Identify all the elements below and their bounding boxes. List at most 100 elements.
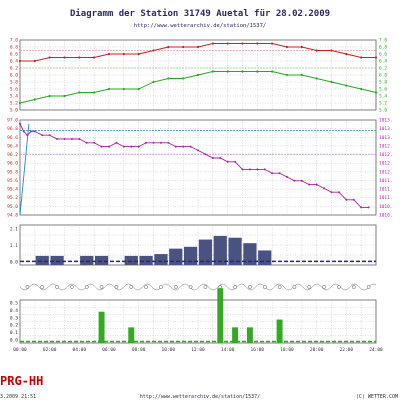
rain-ytick: 0.4 [10, 308, 18, 314]
footer-url[interactable]: http://www.wetterarchiv.de/station/1537/ [140, 394, 260, 400]
temp-ytick-right: 5.6 [379, 87, 387, 93]
wind-direction-marker [307, 285, 312, 289]
dewpoint-point [300, 73, 303, 77]
wind-direction-marker [99, 285, 104, 289]
press-ytick: 96.8 [7, 126, 18, 132]
pressure-point [30, 130, 33, 133]
dewpoint-point [330, 80, 333, 84]
pressure-point [108, 145, 110, 148]
pressure-point [219, 157, 222, 159]
press-ytick-right: 1013. [379, 135, 393, 141]
humidity-spike-line [19, 123, 30, 216]
wind-direction-marker [218, 285, 223, 289]
pressure-point [122, 145, 125, 148]
pressure-point [174, 145, 177, 148]
temperature-point [33, 59, 36, 63]
press-ytick: 96.2 [7, 152, 18, 158]
pressure-point [360, 206, 363, 209]
press-ytick: 96.4 [7, 143, 18, 149]
temperature-point [18, 59, 22, 63]
precip-bar [98, 311, 105, 343]
dewpoint-point [167, 77, 170, 80]
pressure-point [315, 183, 318, 186]
press-ytick-right: 1011. [379, 195, 393, 201]
temperature-point [374, 56, 378, 59]
wind-bar [258, 250, 272, 265]
pressure-point [263, 168, 266, 171]
pressure-point [189, 145, 192, 148]
temp-ytick: 6.2 [10, 66, 18, 72]
x-tick-label: 08:00 [132, 347, 146, 353]
pressure-point [248, 168, 251, 171]
pressure-point [130, 145, 133, 148]
dewpoint-point [137, 87, 140, 91]
pressure-point [226, 160, 229, 163]
pressure-point [256, 168, 259, 171]
dewpoint-point [211, 70, 214, 73]
pressure-point [286, 176, 288, 178]
wind-direction-marker [159, 285, 163, 289]
temperature-point [167, 45, 170, 49]
pressure-point [352, 198, 355, 201]
temperature-point [152, 49, 155, 52]
press-ytick: 95.6 [7, 178, 18, 184]
press-ytick: 94.8 [7, 213, 18, 219]
x-tick-label: 02:00 [43, 347, 57, 353]
dewpoint-point [48, 94, 51, 98]
wind-direction-marker [366, 285, 371, 289]
temp-ytick-right: 6.0 [379, 73, 387, 79]
pressure-point [271, 172, 274, 175]
pressure-point [197, 149, 199, 152]
wind-direction-marker [277, 285, 282, 289]
temp-ytick: 6.8 [10, 45, 18, 51]
pressure-point [70, 138, 73, 140]
pressure-point [145, 141, 148, 144]
dewpoint-point [271, 70, 274, 73]
wind-direction-marker [203, 285, 208, 289]
press-ytick-right: 1011. [379, 178, 393, 184]
dewpoint-point [374, 91, 378, 94]
wind-direction-marker [129, 285, 134, 289]
dewpoint-point [63, 94, 66, 98]
wind-bar [198, 239, 213, 265]
temp-ytick: 5.2 [10, 101, 18, 107]
wind-ytick: 2.1 [10, 227, 18, 233]
wind-direction-marker [114, 285, 119, 289]
precip-bar [217, 288, 224, 343]
wind-bar [35, 255, 49, 265]
dewpoint-point [78, 91, 81, 94]
wind-direction-marker [292, 285, 297, 289]
temp-ytick: 5.8 [10, 80, 18, 86]
station-url[interactable]: http://www.wetterarchiv.de/station/1537/ [134, 23, 266, 29]
temp-ytick-right: 5.2 [379, 101, 387, 107]
temperature-point [300, 45, 303, 49]
press-ytick-right: 1010. [379, 204, 393, 210]
press-ytick-right: 1012. [379, 143, 393, 149]
dewpoint-point [107, 87, 111, 91]
dewpoint-point [241, 70, 244, 73]
dewpoint-point [18, 101, 22, 105]
pressure-point [85, 141, 88, 144]
temp-ytick: 6.4 [10, 59, 18, 65]
wind-direction-marker [262, 285, 267, 289]
pressure-point [56, 138, 59, 140]
pressure-point [26, 134, 29, 137]
dewpoint-point [182, 77, 185, 80]
x-axis-labels: 00:00 02:00 04:00 06:00 08:00 10:00 12:00 14:00… [13, 347, 383, 353]
rain-ytick: 0.5 [10, 301, 18, 307]
temperature-point [271, 42, 274, 45]
pressure-line [19, 123, 369, 208]
temperature-point [48, 56, 51, 59]
wind-direction-marker [40, 285, 45, 289]
wind-ytick: 0.0 [10, 260, 18, 266]
press-ytick: 95.8 [7, 169, 18, 175]
wind-direction-marker [144, 285, 148, 289]
press-ytick: 96.0 [7, 161, 18, 167]
temperature-point [93, 56, 96, 59]
x-tick-label: 00:00 [13, 347, 27, 353]
press-ytick-right: 1010. [379, 213, 393, 219]
pressure-point [241, 168, 244, 171]
temperature-point [182, 45, 185, 49]
wind-direction-marker [188, 285, 193, 289]
